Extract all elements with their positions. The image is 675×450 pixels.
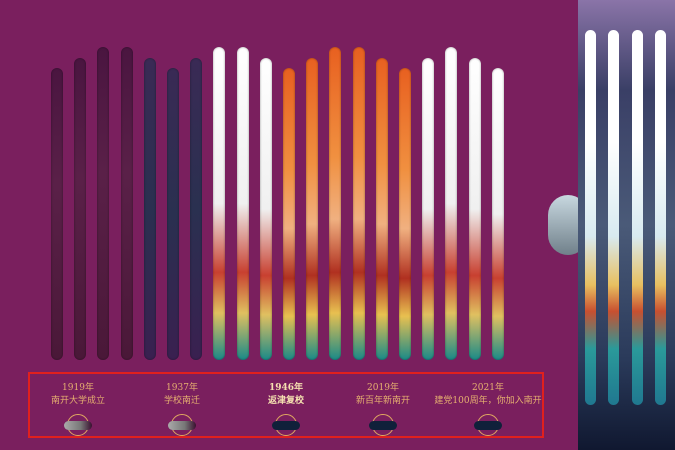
image-slat [51,68,63,360]
year-label: 1946年 [268,383,304,393]
panel-slat [655,30,666,405]
image-slat [306,58,319,360]
image-slat [329,47,342,360]
year-label: 2021年 [472,383,504,393]
year-label: 1919年 [62,383,94,393]
image-slat [445,47,458,360]
image-slat [213,47,226,360]
event-label: 建党100周年，你加入南开 [434,396,542,406]
panel-slat [585,30,596,405]
image-slat [167,68,179,360]
timeline-toggle[interactable] [369,414,397,436]
image-slat [143,58,156,360]
timeline-toggle[interactable] [272,414,300,436]
image-slat [491,68,504,360]
timeline-toggle[interactable] [64,414,92,436]
image-slat [375,58,388,360]
image-slat [97,47,110,360]
panel-slat [608,30,619,405]
image-slat [468,58,481,360]
timeline-node-1937[interactable]: 1937年 学校南迁 [122,382,242,436]
event-label: 南开大学成立 [50,396,105,406]
image-slat [120,47,133,360]
timeline: 1919年 南开大学成立 1937年 学校南迁 1946年 返津复校 2019年… [28,372,544,438]
event-label: 学校南迁 [163,396,200,406]
year-label: 2019年 [367,383,399,393]
image-slat [399,68,411,360]
timeline-node-1946[interactable]: 1946年 返津复校 [226,382,346,436]
event-label: 新百年新南开 [355,396,410,406]
year-label: 1937年 [166,383,198,393]
timeline-toggle[interactable] [474,414,502,436]
timeline-node-2019[interactable]: 2019年 新百年新南开 [323,382,443,436]
image-slat [259,58,272,360]
image-slat [74,58,87,360]
next-scene-panel[interactable] [578,0,675,450]
event-label: 返津复校 [267,396,304,406]
timeline-node-2021[interactable]: 2021年 建党100周年，你加入南开 [428,382,548,436]
image-slat [236,47,249,360]
timeline-node-1919[interactable]: 1919年 南开大学成立 [18,382,138,436]
image-slat [352,47,365,360]
image-slat [190,58,203,360]
panel-slat [632,30,643,405]
image-slat [283,68,295,360]
image-slat [422,58,435,360]
timeline-toggle[interactable] [168,414,196,436]
